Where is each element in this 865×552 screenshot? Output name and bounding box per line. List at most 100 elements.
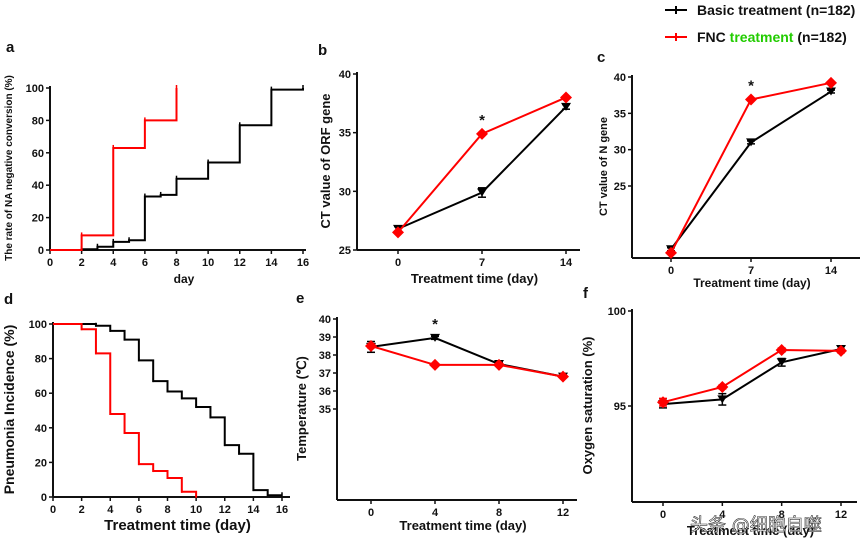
y-tick-label-d: 60 — [35, 388, 47, 400]
y-tick-label-e: 39 — [319, 332, 331, 344]
x-tick-label-b: 7 — [479, 257, 485, 269]
x-tick-label-c: 0 — [668, 265, 674, 277]
y-tick-label-e: 38 — [319, 350, 331, 362]
series-fnc-f — [657, 343, 847, 409]
x-tick-label-e: 0 — [368, 507, 374, 519]
step-line-fnc-d — [53, 323, 198, 497]
series-basic-d — [53, 322, 283, 497]
y-tick-label-d: 0 — [41, 492, 47, 504]
x-axis-label-d: Treatment time (day) — [104, 517, 251, 534]
data-point-fnc-f — [775, 343, 788, 356]
y-axis-label-e: Temperature (℃) — [294, 356, 309, 461]
legend-label-basic: Basic treatment (n=182) — [697, 2, 855, 18]
data-point-basic-f — [776, 358, 787, 367]
data-point-fnc-b — [392, 226, 404, 239]
watermark: 头条 @细胞自噬 — [690, 515, 822, 536]
data-point-fnc-e — [493, 358, 505, 371]
data-point-fnc-c — [665, 246, 677, 259]
y-tick-label-b: 40 — [339, 69, 351, 81]
y-tick-label-a: 100 — [26, 83, 44, 95]
data-point-fnc-f — [835, 344, 847, 357]
y-tick-label-a: 60 — [32, 148, 44, 160]
y-tick-label-c: 25 — [614, 181, 626, 193]
y-tick-label-b: 30 — [339, 186, 351, 198]
x-tick-label-b: 0 — [395, 257, 401, 269]
y-axis-label-d: Pneumonia Incidence (%) — [1, 325, 17, 495]
y-tick-label-e: 37 — [319, 368, 331, 380]
y-tick-label-c: 40 — [614, 72, 626, 84]
x-tick-label-a: 12 — [234, 257, 246, 269]
y-tick-label-c: 30 — [614, 145, 626, 157]
panel-c: c 0 7 14 25 30 35 40 Treatment time (day) CT valu… — [597, 49, 860, 290]
series-line-fnc-e — [370, 345, 564, 378]
y-tick-label-b: 35 — [339, 128, 351, 140]
x-tick-label-d: 4 — [107, 504, 114, 516]
x-tick-label-d: 6 — [136, 504, 142, 516]
y-tick-label-b: 25 — [339, 245, 351, 257]
panel-f: f 0 4 8 12 95 100 Treatment time (day) Oxygen sa… — [580, 285, 857, 538]
x-tick-label-f: 12 — [835, 509, 847, 521]
y-tick-label-f: 95 — [614, 401, 626, 413]
y-axis-label-a: The rate of NA negative conversion (%) — [4, 75, 15, 261]
legend-label-fnc-part1: FNC — [697, 29, 730, 45]
data-point-fnc-e — [365, 340, 377, 352]
data-point-fnc-f — [716, 381, 729, 393]
x-tick-label-d: 14 — [247, 504, 260, 516]
y-tick-label-d: 40 — [35, 423, 47, 435]
x-tick-label-e: 8 — [496, 507, 502, 519]
data-point-fnc-c — [825, 76, 837, 89]
x-axis-label-c: Treatment time (day) — [693, 276, 810, 290]
x-tick-label-d: 0 — [50, 504, 56, 516]
series-fnc-e — [365, 340, 569, 383]
x-tick-label-d: 8 — [164, 504, 170, 516]
x-axis-label-e: Treatment time (day) — [399, 518, 526, 533]
x-tick-label-a: 2 — [79, 257, 85, 269]
y-tick-label-d: 80 — [35, 354, 47, 366]
x-tick-label-a: 14 — [265, 257, 278, 269]
data-point-basic-b — [561, 102, 571, 111]
x-tick-label-c: 14 — [825, 265, 838, 277]
series-fnc-c — [665, 76, 837, 259]
data-point-basic-e — [430, 333, 440, 342]
panel-letter-e: e — [296, 290, 304, 307]
step-line-basic-d — [53, 323, 282, 497]
y-tick-label-d: 20 — [35, 457, 47, 469]
x-tick-label-a: 8 — [173, 257, 179, 269]
series-fnc-a — [50, 85, 178, 251]
data-point-basic-c — [826, 87, 836, 96]
panel-letter-b: b — [318, 42, 327, 59]
y-tick-label-a: 80 — [32, 115, 44, 127]
panel-letter-a: a — [6, 39, 15, 56]
legend-label-fnc-part2: treatment — [730, 29, 794, 45]
x-tick-label-e: 4 — [432, 507, 439, 519]
x-tick-label-a: 4 — [110, 257, 117, 269]
x-tick-label-c: 7 — [748, 265, 754, 277]
data-point-basic-c — [746, 138, 756, 147]
x-tick-label-f: 4 — [719, 509, 726, 521]
panel-d: d 0 2 4 6 8 10 12 14 16 0 20 40 60 80 100 Treatment time… — [1, 291, 290, 534]
y-tick-label-f: 100 — [608, 306, 626, 318]
series-fnc-d — [53, 323, 198, 498]
series-line-fnc-f — [662, 348, 842, 404]
x-tick-label-d: 2 — [79, 504, 85, 516]
significance-star-b: * — [479, 112, 485, 129]
significance-star-e: * — [432, 316, 438, 333]
y-tick-label-e: 36 — [319, 386, 331, 398]
y-tick-label-a: 40 — [32, 180, 44, 192]
series-fnc-b — [392, 91, 572, 239]
y-tick-label-a: 0 — [38, 245, 44, 257]
panel-b: b 0 7 14 25 30 35 40 Treatment time (day) CT valu… — [318, 42, 580, 286]
data-point-fnc-b — [560, 91, 572, 104]
significance-star-c: * — [748, 78, 754, 95]
y-axis-label-c: CT value of N gene — [598, 117, 610, 216]
panel-e: e 0 4 8 12 35 36 37 38 39 40 Treatment time (day) Te… — [294, 290, 577, 533]
panel-letter-d: d — [4, 291, 13, 308]
data-point-fnc-c — [745, 93, 757, 106]
x-tick-label-f: 8 — [779, 509, 785, 521]
y-axis-label-b: CT value of ORF gene — [318, 93, 333, 228]
x-tick-label-b: 14 — [560, 257, 573, 269]
data-point-fnc-b — [476, 127, 488, 140]
x-axis-label-b: Treatment time (day) — [411, 271, 538, 286]
legend: Basic treatment (n=182) FNC treatment (n… — [665, 2, 855, 45]
